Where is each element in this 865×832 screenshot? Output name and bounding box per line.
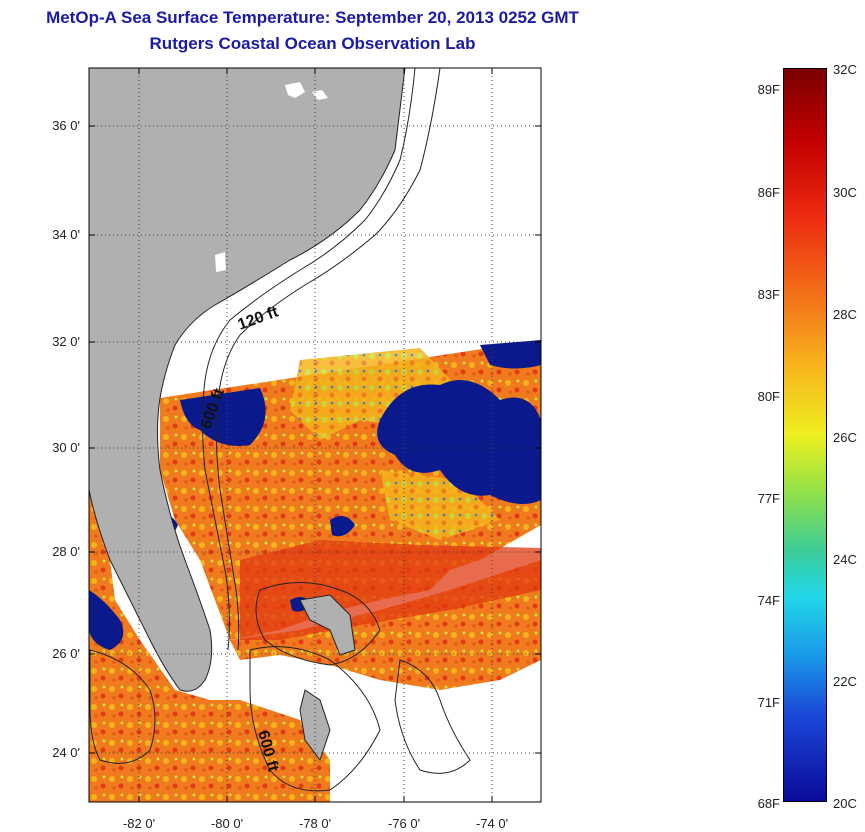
lon-tick-label: -76 0' bbox=[387, 816, 421, 831]
lat-tick-label: 28 0' bbox=[52, 544, 80, 559]
lon-tick-label: -80 0' bbox=[210, 816, 244, 831]
lat-tick-label: 36 0' bbox=[52, 118, 80, 133]
cloud-region bbox=[480, 340, 541, 369]
colorbar-f-label: 74F bbox=[757, 593, 780, 608]
lon-tick-label: -78 0' bbox=[298, 816, 332, 831]
cloud-region bbox=[180, 388, 266, 446]
depth-contour bbox=[89, 649, 156, 764]
colorbar-f-label: 86F bbox=[757, 185, 780, 200]
colorbar-f-label: 68F bbox=[757, 796, 780, 811]
lat-tick-label: 32 0' bbox=[52, 334, 80, 349]
depth-contour bbox=[255, 582, 381, 666]
lat-tick-label: 34 0' bbox=[52, 227, 80, 242]
colorbar-c-label: 30C bbox=[833, 185, 857, 200]
cloud-region bbox=[160, 516, 355, 612]
colorbar-c-label: 28C bbox=[833, 307, 857, 322]
lat-tick-label: 24 0' bbox=[52, 745, 80, 760]
colorbar-f-label: 71F bbox=[757, 695, 780, 710]
colorbar-c-label: 22C bbox=[833, 674, 857, 689]
colorbar-c-label: 26C bbox=[833, 430, 857, 445]
land-mass bbox=[89, 68, 406, 692]
lat-tick-label: 26 0' bbox=[52, 646, 80, 661]
lake bbox=[285, 82, 328, 100]
depth-contour bbox=[394, 659, 471, 774]
title-line-2: Rutgers Coastal Ocean Observation Lab bbox=[149, 34, 476, 53]
map-frame bbox=[88, 67, 542, 803]
colorbar-f-label: 80F bbox=[757, 389, 780, 404]
island bbox=[299, 594, 356, 656]
cloud-region bbox=[377, 380, 541, 504]
colorbar-c-label: 24C bbox=[833, 552, 857, 567]
colorbar-c-label: 20C bbox=[833, 796, 857, 811]
depth-contour bbox=[215, 68, 441, 651]
colorbar-f-label: 83F bbox=[757, 287, 780, 302]
depth-contour bbox=[202, 68, 416, 651]
sst-west-area bbox=[89, 490, 330, 802]
graticule bbox=[89, 68, 541, 802]
cloud-region bbox=[89, 590, 124, 650]
depth-contour bbox=[249, 646, 381, 792]
lat-tick-label: 30 0' bbox=[52, 440, 80, 455]
temperature-colorbar bbox=[783, 68, 827, 802]
colorbar-c-label: 32C bbox=[833, 62, 857, 77]
colorbar-f-label: 89F bbox=[757, 82, 780, 97]
lon-tick-label: -74 0' bbox=[475, 816, 509, 831]
colorbar-f-label: 77F bbox=[757, 491, 780, 506]
tick-marks bbox=[89, 68, 541, 802]
lon-tick-label: -82 0' bbox=[122, 816, 156, 831]
title-line-1: MetOp-A Sea Surface Temperature: Septemb… bbox=[46, 8, 579, 27]
lake bbox=[215, 252, 226, 272]
